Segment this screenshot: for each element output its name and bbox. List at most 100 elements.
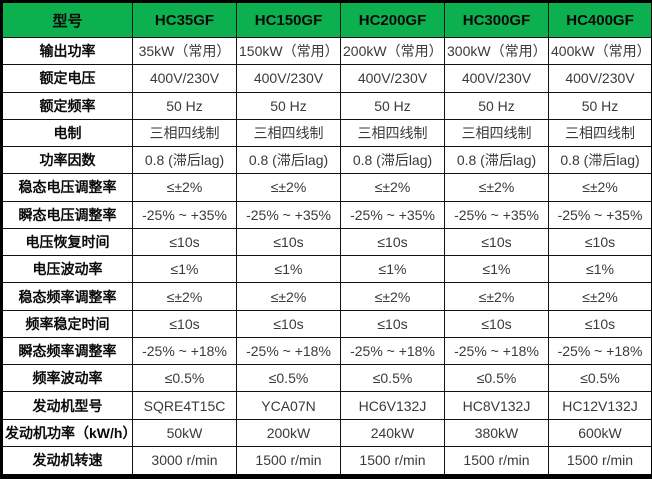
value-cell: -25% ~ +18% (444, 336, 549, 366)
header-cell-hc150gf: HC150GF (236, 1, 341, 38)
value-cell: 35kW（常用） (132, 36, 237, 66)
value-cell: ≤±2% (548, 282, 652, 311)
row-label-cell: 稳态频率调整率 (1, 282, 133, 311)
table-row: 发动机转速 3000 r/min 1500 r/min 1500 r/min 1500 … (1, 445, 652, 478)
table-row: 频率波动率 ≤0.5% ≤0.5% ≤0.5% ≤0.5% ≤0.5% (1, 364, 652, 393)
value-cell: -25% ~ +35% (444, 200, 549, 229)
value-cell: 240kW (340, 418, 445, 447)
value-cell: 1500 r/min (236, 445, 341, 478)
header-row: 型号 HC35GF HC150GF HC200GF HC300GF HC400G… (1, 1, 652, 38)
value-cell: ≤1% (340, 255, 445, 284)
row-label-cell: 额定电压 (1, 64, 133, 93)
header-cell-hc35gf: HC35GF (132, 1, 237, 38)
row-label-cell: 瞬态电压调整率 (1, 200, 133, 229)
value-cell: ≤1% (132, 255, 237, 284)
value-cell: 600kW (548, 418, 652, 447)
table-row: 发动机功率（kW/h） 50kW 200kW 240kW 380kW 600kW (1, 418, 652, 447)
header-cell-hc200gf: HC200GF (340, 1, 445, 38)
value-cell: 三相四线制 (444, 118, 549, 148)
value-cell: 1500 r/min (340, 445, 445, 478)
value-cell: ≤±2% (236, 173, 341, 202)
spec-table-body: 输出功率 35kW（常用） 150kW（常用） 200kW（常用） 300kW（常用） 4… (1, 36, 652, 478)
value-cell: 400V/230V (548, 64, 652, 93)
row-label-cell: 输出功率 (1, 36, 133, 66)
table-row: 额定频率 50 Hz 50 Hz 50 Hz 50 Hz 50 Hz (1, 91, 652, 120)
value-cell: -25% ~ +35% (236, 200, 341, 229)
value-cell: HC8V132J (444, 391, 549, 420)
value-cell: 50kW (132, 418, 237, 447)
value-cell: -25% ~ +18% (236, 336, 341, 366)
value-cell: ≤±2% (340, 282, 445, 311)
value-cell: 三相四线制 (340, 118, 445, 148)
row-label-cell: 发动机型号 (1, 391, 133, 420)
table-row: 电压恢复时间 ≤10s ≤10s ≤10s ≤10s ≤10s (1, 227, 652, 257)
value-cell: 400V/230V (444, 64, 549, 93)
table-row: 功率因数 0.8 (滞后lag) 0.8 (滞后lag) 0.8 (滞后lag) 0.8… (1, 146, 652, 175)
row-label-cell: 电压波动率 (1, 255, 133, 284)
value-cell: 50 Hz (444, 91, 549, 120)
value-cell: HC6V132J (340, 391, 445, 420)
value-cell: ≤10s (444, 309, 549, 338)
value-cell: ≤10s (236, 227, 341, 257)
row-label-cell: 额定频率 (1, 91, 133, 120)
value-cell: 0.8 (滞后lag) (548, 146, 652, 175)
value-cell: 200kW (236, 418, 341, 447)
value-cell: ≤0.5% (132, 364, 237, 393)
header-cell-model-label: 型号 (1, 1, 133, 38)
value-cell: 200kW（常用） (340, 36, 445, 66)
row-label-cell: 电压恢复时间 (1, 227, 133, 257)
value-cell: 50 Hz (340, 91, 445, 120)
value-cell: ≤±2% (132, 282, 237, 311)
value-cell: ≤0.5% (236, 364, 341, 393)
row-label-cell: 发动机功率（kW/h） (1, 418, 133, 447)
table-row: 稳态电压调整率 ≤±2% ≤±2% ≤±2% ≤±2% ≤±2% (1, 173, 652, 202)
value-cell: -25% ~ +18% (548, 336, 652, 366)
value-cell: ≤0.5% (340, 364, 445, 393)
value-cell: ≤±2% (444, 173, 549, 202)
value-cell: 400V/230V (236, 64, 341, 93)
value-cell: ≤1% (236, 255, 341, 284)
value-cell: ≤±2% (236, 282, 341, 311)
row-label-cell: 瞬态频率调整率 (1, 336, 133, 366)
value-cell: ≤10s (340, 309, 445, 338)
value-cell: 3000 r/min (132, 445, 237, 478)
table-row: 瞬态频率调整率 -25% ~ +18% -25% ~ +18% -25% ~ +18%… (1, 336, 652, 366)
table-row: 稳态频率调整率 ≤±2% ≤±2% ≤±2% ≤±2% ≤±2% (1, 282, 652, 311)
value-cell: ≤10s (444, 227, 549, 257)
value-cell: ≤10s (132, 309, 237, 338)
table-row: 频率稳定时间 ≤10s ≤10s ≤10s ≤10s ≤10s (1, 309, 652, 338)
value-cell: ≤10s (236, 309, 341, 338)
value-cell: 50 Hz (132, 91, 237, 120)
value-cell: 三相四线制 (548, 118, 652, 148)
value-cell: 300kW（常用） (444, 36, 549, 66)
value-cell: 0.8 (滞后lag) (236, 146, 341, 175)
value-cell: 0.8 (滞后lag) (444, 146, 549, 175)
table-row: 额定电压 400V/230V 400V/230V 400V/230V 400V/230V… (1, 64, 652, 93)
table-row: 输出功率 35kW（常用） 150kW（常用） 200kW（常用） 300kW（常用） 4… (1, 36, 652, 66)
value-cell: ≤±2% (340, 173, 445, 202)
row-label-cell: 发动机转速 (1, 445, 133, 478)
value-cell: YCA07N (236, 391, 341, 420)
value-cell: ≤0.5% (548, 364, 652, 393)
value-cell: ≤10s (132, 227, 237, 257)
value-cell: ≤10s (548, 309, 652, 338)
value-cell: 50 Hz (548, 91, 652, 120)
value-cell: 150kW（常用） (236, 36, 341, 66)
row-label-cell: 频率稳定时间 (1, 309, 133, 338)
value-cell: 380kW (444, 418, 549, 447)
value-cell: ≤±2% (548, 173, 652, 202)
value-cell: 400V/230V (340, 64, 445, 93)
value-cell: 0.8 (滞后lag) (132, 146, 237, 175)
value-cell: ≤1% (548, 255, 652, 284)
table-row: 电压波动率 ≤1% ≤1% ≤1% ≤1% ≤1% (1, 255, 652, 284)
value-cell: -25% ~ +18% (340, 336, 445, 366)
row-label-cell: 频率波动率 (1, 364, 133, 393)
row-label-cell: 稳态电压调整率 (1, 173, 133, 202)
value-cell: ≤0.5% (444, 364, 549, 393)
value-cell: -25% ~ +35% (548, 200, 652, 229)
value-cell: -25% ~ +18% (132, 336, 237, 366)
value-cell: 1500 r/min (444, 445, 549, 478)
value-cell: SQRE4T15C (132, 391, 237, 420)
